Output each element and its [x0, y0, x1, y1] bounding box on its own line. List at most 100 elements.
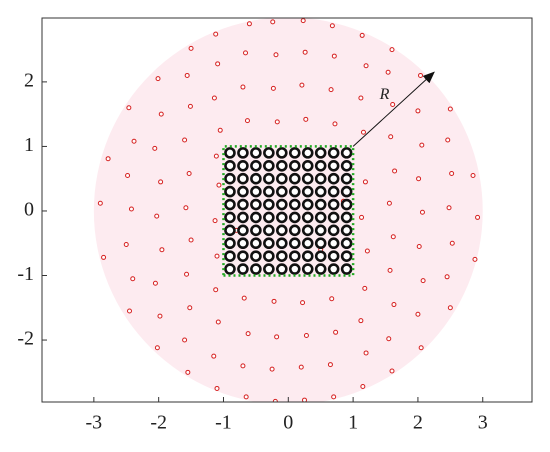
- point: [213, 31, 219, 37]
- point: [392, 168, 398, 174]
- grid-point: [301, 198, 314, 211]
- grid-point: [288, 172, 301, 185]
- grid-point: [340, 198, 353, 211]
- point: [359, 214, 365, 220]
- point: [245, 331, 251, 337]
- grid-point: [250, 237, 262, 250]
- point: [446, 205, 452, 211]
- grid-point: [276, 237, 288, 250]
- point: [183, 205, 189, 211]
- point: [447, 305, 453, 311]
- x-tick-label: 0: [283, 412, 293, 434]
- y-tick-label: -1: [17, 263, 34, 285]
- grid-point: [327, 250, 340, 262]
- point: [243, 394, 249, 400]
- grid-point: [224, 147, 236, 159]
- grid-point: [224, 159, 236, 172]
- grid-point: [224, 198, 236, 211]
- grid-point: [288, 159, 301, 172]
- point: [213, 287, 219, 293]
- grid-point: [314, 159, 327, 172]
- point: [363, 350, 369, 356]
- point: [212, 218, 218, 224]
- grid-point: [224, 250, 236, 262]
- point: [243, 50, 249, 56]
- arrow: [352, 71, 435, 147]
- grid-point: [314, 172, 327, 185]
- point: [360, 129, 366, 135]
- grid-point: [340, 263, 353, 275]
- grid-point: [327, 263, 340, 275]
- point: [97, 200, 103, 206]
- grid-point: [288, 237, 301, 250]
- grid-point: [288, 224, 301, 237]
- point: [154, 345, 160, 351]
- grid-point: [314, 211, 327, 224]
- point: [188, 237, 194, 243]
- point: [358, 318, 364, 324]
- grid-point: [276, 159, 288, 172]
- grid-point: [250, 172, 262, 185]
- point: [152, 145, 158, 151]
- grid-point: [340, 159, 353, 172]
- grid-point: [301, 224, 314, 237]
- point: [444, 274, 450, 280]
- grid-point: [250, 185, 262, 198]
- grid-point: [314, 147, 327, 159]
- grid-point: [224, 211, 236, 224]
- grid-point: [301, 211, 314, 224]
- grid-point: [263, 237, 275, 250]
- point: [298, 364, 304, 370]
- point: [387, 267, 393, 273]
- point: [302, 397, 307, 402]
- point: [300, 18, 306, 24]
- grid-point: [237, 224, 249, 237]
- grid-point: [276, 147, 288, 159]
- grid-point: [327, 185, 340, 198]
- grid-point: [314, 250, 327, 262]
- point: [272, 398, 278, 402]
- grid-point: [327, 172, 340, 185]
- point: [419, 142, 425, 148]
- grid-point: [237, 263, 249, 275]
- point: [270, 85, 276, 91]
- grid-point: [288, 211, 301, 224]
- point: [328, 87, 334, 93]
- grid-point: [250, 147, 262, 159]
- point: [359, 32, 365, 38]
- x-tick-label: -2: [150, 412, 167, 434]
- grid-point: [327, 224, 340, 237]
- grid-point: [237, 185, 249, 198]
- point: [329, 296, 335, 302]
- point: [154, 213, 160, 219]
- point: [244, 118, 250, 124]
- point: [241, 295, 247, 301]
- grid-point: [250, 159, 262, 172]
- point: [214, 253, 220, 259]
- y-tick-label: 2: [24, 69, 34, 91]
- grid-point: [250, 198, 262, 211]
- point: [331, 53, 337, 59]
- point: [386, 336, 392, 342]
- grid-point: [288, 198, 301, 211]
- grid-point: [327, 237, 340, 250]
- point: [362, 179, 368, 185]
- grid-point: [224, 172, 236, 185]
- grid-point: [263, 250, 275, 262]
- point: [470, 172, 476, 178]
- point: [389, 368, 395, 374]
- grid-point: [288, 250, 301, 262]
- grid-point: [288, 185, 301, 198]
- point: [240, 84, 246, 90]
- point: [416, 243, 422, 249]
- grid-point: [237, 237, 249, 250]
- annotation: R: [379, 86, 390, 103]
- point: [158, 111, 164, 117]
- point: [418, 72, 424, 78]
- grid-point: [237, 172, 249, 185]
- point: [420, 278, 426, 284]
- frame: [41, 17, 533, 403]
- grid-point: [327, 159, 340, 172]
- grid-point: [314, 198, 327, 211]
- grid-point: [301, 172, 314, 185]
